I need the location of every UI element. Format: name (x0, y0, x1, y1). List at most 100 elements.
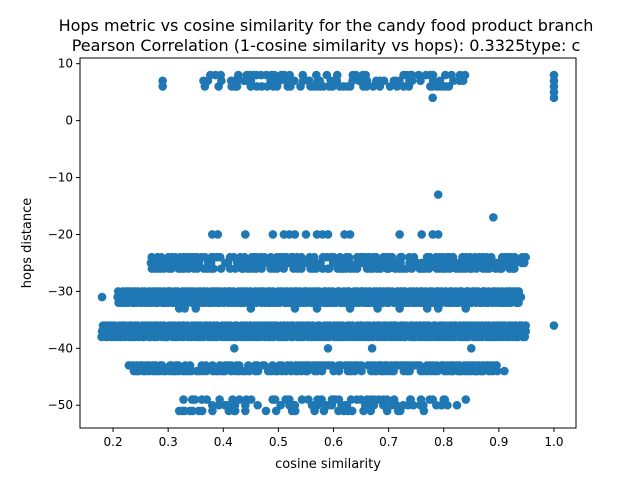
data-point (323, 344, 333, 353)
data-point (334, 395, 344, 404)
data-point (357, 361, 366, 370)
data-point (201, 361, 211, 370)
data-point (447, 70, 456, 80)
data-point (452, 400, 462, 410)
data-point (435, 76, 445, 86)
data-point (156, 252, 166, 262)
data-point (395, 230, 404, 239)
x-tick-label: 0.3 (159, 435, 178, 449)
data-point (409, 252, 419, 262)
data-point (234, 361, 244, 370)
data-point (461, 304, 471, 313)
data-point (417, 230, 426, 239)
data-point (312, 304, 322, 313)
data-point (492, 361, 501, 370)
data-point (373, 304, 382, 313)
data-point (395, 304, 404, 313)
y-axis-ticks: 10 0 −10 −20 −30 −40 −50 (48, 57, 80, 412)
data-point (510, 252, 520, 262)
data-point (246, 395, 256, 404)
data-point (158, 82, 167, 91)
x-tick-label: 0.8 (434, 435, 453, 449)
data-point (387, 252, 397, 262)
data-point (486, 252, 496, 262)
data-point (382, 395, 392, 404)
data-point (290, 230, 300, 239)
data-point (179, 395, 188, 404)
data-point (345, 230, 355, 239)
chart-title: Hops metric vs cosine similarity for the… (59, 16, 594, 35)
data-point (290, 76, 299, 86)
x-axis-label: cosine similarity (275, 457, 381, 472)
data-point (472, 366, 482, 376)
chart-subtitle: Pearson Correlation (1-cosine similarity… (72, 36, 581, 55)
data-point (455, 366, 465, 376)
data-point (433, 230, 443, 239)
data-point (428, 70, 438, 80)
data-point (215, 252, 225, 262)
data-point (407, 70, 417, 80)
data-point (213, 230, 223, 239)
data-point (215, 395, 224, 404)
data-point (345, 304, 355, 313)
y-tick-label: −10 (48, 171, 73, 185)
data-point (157, 361, 167, 370)
data-point (270, 395, 280, 404)
y-tick-label: −50 (48, 398, 73, 412)
x-tick-label: 0.9 (489, 435, 508, 449)
data-point (304, 395, 313, 404)
x-tick-label: 1.0 (544, 435, 563, 449)
data-point (414, 70, 424, 80)
data-point (174, 361, 183, 370)
data-point (97, 326, 107, 336)
data-point (241, 230, 250, 239)
data-point (549, 70, 559, 80)
data-point (190, 395, 200, 404)
data-point (241, 400, 250, 410)
data-point (188, 406, 197, 416)
data-point (433, 304, 443, 313)
y-axis-label: hops distance (20, 198, 35, 288)
data-point (448, 252, 458, 262)
data-point (268, 361, 277, 370)
data-point (301, 230, 311, 239)
data-point (361, 70, 371, 80)
data-point (335, 252, 345, 262)
data-point (207, 400, 217, 410)
data-point (322, 70, 332, 80)
data-point (305, 76, 314, 86)
data-point (332, 70, 342, 80)
data-point (489, 213, 498, 222)
data-point (422, 304, 432, 313)
data-point (297, 395, 307, 404)
data-point (371, 252, 381, 262)
data-point (466, 344, 476, 353)
data-point (266, 252, 276, 262)
data-point (516, 321, 526, 330)
data-point (483, 361, 493, 370)
data-point (406, 395, 415, 404)
data-point (229, 252, 239, 262)
data-point (230, 406, 239, 416)
y-tick-label: 0 (65, 114, 73, 128)
data-point (425, 252, 435, 262)
data-point (460, 70, 470, 80)
data-point (260, 252, 269, 262)
data-point (323, 230, 333, 239)
data-point (97, 292, 107, 302)
data-point (439, 395, 449, 404)
data-point (428, 93, 438, 103)
data-point (415, 361, 425, 370)
x-axis-ticks: 0.2 0.3 0.4 0.5 0.6 0.7 0.8 0.9 1.0 (104, 428, 564, 449)
x-tick-label: 0.5 (269, 435, 288, 449)
data-point (516, 292, 526, 302)
y-tick-label: −20 (48, 227, 73, 241)
x-tick-label: 0.2 (104, 435, 123, 449)
x-tick-label: 0.7 (379, 435, 398, 449)
data-point (208, 361, 217, 370)
y-tick-label: −30 (48, 284, 73, 298)
data-point (276, 400, 285, 410)
data-point (298, 70, 308, 80)
data-point (163, 287, 173, 296)
data-point (347, 406, 357, 416)
